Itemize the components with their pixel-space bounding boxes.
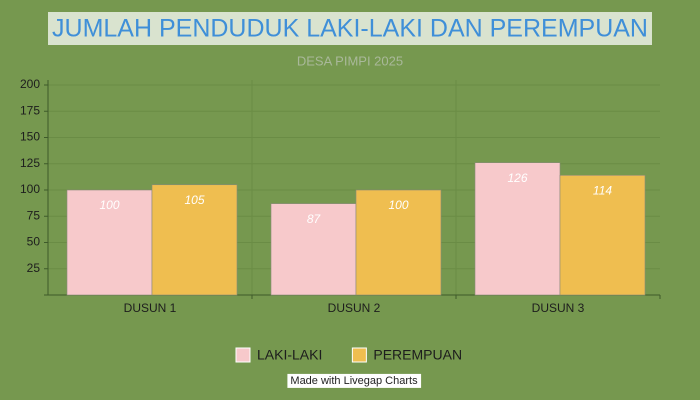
x-tick-label: DUSUN 3 [532, 301, 585, 315]
y-tick-label: 200 [20, 77, 40, 91]
credit-background [287, 373, 422, 388]
x-tick-label: DUSUN 1 [124, 301, 177, 315]
chart-title: JUMLAH PENDUDUK LAKI-LAKI DAN PEREMPUAN [52, 15, 648, 43]
y-tick-label: 175 [20, 103, 40, 117]
bar [66, 189, 153, 296]
bar [151, 184, 238, 296]
bar [474, 162, 561, 296]
data-label: 100 [99, 198, 119, 212]
y-tick-label: 100 [20, 182, 40, 196]
title-background [48, 12, 652, 45]
data-label: 105 [184, 193, 204, 207]
credit: Made with Livegap Charts [290, 375, 418, 387]
chart-subtitle: DESA PIMPI 2025 [297, 53, 403, 68]
y-tick-label: 50 [27, 235, 41, 249]
data-label: 100 [388, 198, 408, 212]
bar [355, 189, 442, 296]
y-tick-label: 125 [20, 156, 40, 170]
y-tick-label: 25 [27, 261, 41, 275]
data-label: 114 [593, 183, 612, 197]
legend-swatch [235, 347, 251, 363]
legend-swatch [351, 347, 367, 363]
legend-label: PEREMPUAN [373, 347, 462, 363]
data-label: 87 [307, 212, 322, 226]
x-tick-label: DUSUN 2 [328, 301, 381, 315]
y-tick-label: 150 [20, 130, 40, 144]
y-tick-label: 75 [27, 208, 41, 222]
data-label: 126 [507, 171, 527, 185]
legend-label: LAKI-LAKI [257, 347, 322, 363]
bar [559, 175, 646, 296]
